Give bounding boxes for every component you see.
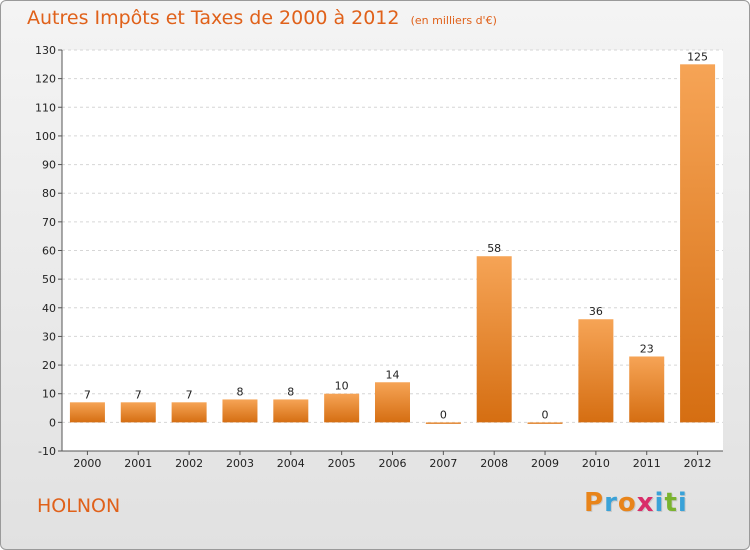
x-tick-label: 2002	[175, 457, 203, 470]
data-label: 58	[487, 242, 501, 255]
data-label: 7	[186, 388, 193, 401]
y-tick-label: 10	[42, 388, 56, 401]
data-label: 125	[687, 50, 708, 63]
data-label: 36	[589, 305, 603, 318]
commune-name: HOLNON	[37, 495, 121, 517]
logo-letter: i	[654, 488, 665, 518]
data-label: 0	[542, 408, 549, 421]
y-tick-label: 40	[42, 302, 56, 315]
bar-2008	[476, 256, 512, 423]
x-tick-label: 2009	[531, 457, 559, 470]
bar-2007	[425, 422, 461, 424]
logo-letter: P	[584, 488, 605, 518]
bar-2003	[222, 399, 258, 423]
data-label: 8	[236, 385, 243, 398]
x-tick-label: 2006	[379, 457, 407, 470]
title-row: Autres Impôts et Taxes de 2000 à 2012 (e…	[27, 7, 497, 29]
bar-2002	[171, 402, 207, 423]
logo-letter: x	[636, 488, 655, 518]
bar-2012	[680, 64, 716, 423]
x-tick-label: 2007	[429, 457, 457, 470]
x-tick-label: 2004	[277, 457, 305, 470]
y-tick-label: 120	[35, 73, 56, 86]
y-tick-label: 90	[42, 159, 56, 172]
y-tick-label: 60	[42, 245, 56, 258]
chart-title: Autres Impôts et Taxes de 2000 à 2012	[27, 7, 400, 29]
data-label: 14	[386, 368, 400, 381]
data-label: 0	[440, 408, 447, 421]
bar-2009	[527, 422, 563, 424]
y-tick-label: 100	[35, 130, 56, 143]
y-tick-label: 70	[42, 216, 56, 229]
chart-unit-label: (en milliers d'€)	[410, 14, 497, 27]
data-label: 7	[135, 388, 142, 401]
y-tick-label: 20	[42, 359, 56, 372]
proxiti-logo[interactable]: Proxiti	[584, 488, 688, 518]
x-tick-label: 2010	[582, 457, 610, 470]
logo-letter: o	[617, 488, 637, 518]
x-tick-label: 2008	[480, 457, 508, 470]
bar-2001	[120, 402, 156, 423]
logo-letter: t	[664, 488, 678, 518]
x-tick-label: 2001	[124, 457, 152, 470]
bar-2005	[324, 393, 360, 423]
y-tick-label: 0	[49, 416, 56, 429]
x-tick-label: 2003	[226, 457, 254, 470]
x-tick-label: 2000	[73, 457, 101, 470]
bar-2010	[578, 319, 614, 423]
bar-2011	[629, 356, 665, 423]
y-tick-label: 110	[35, 101, 56, 114]
y-tick-label: 50	[42, 273, 56, 286]
logo-letter: i	[677, 488, 688, 518]
x-tick-label: 2012	[684, 457, 712, 470]
data-label: 7	[84, 388, 91, 401]
data-label: 23	[640, 342, 654, 355]
data-label: 10	[335, 380, 349, 393]
logo-letter: r	[604, 488, 618, 518]
y-tick-label: 130	[35, 44, 56, 57]
bar-2004	[273, 399, 309, 423]
bar-2006	[375, 382, 410, 423]
x-tick-label: 2005	[328, 457, 356, 470]
y-tick-label: 80	[42, 187, 56, 200]
x-tick-label: 2011	[633, 457, 661, 470]
data-label: 8	[287, 385, 294, 398]
y-tick-label: -10	[38, 445, 56, 458]
y-tick-label: 30	[42, 330, 56, 343]
bar-2000	[69, 402, 105, 423]
